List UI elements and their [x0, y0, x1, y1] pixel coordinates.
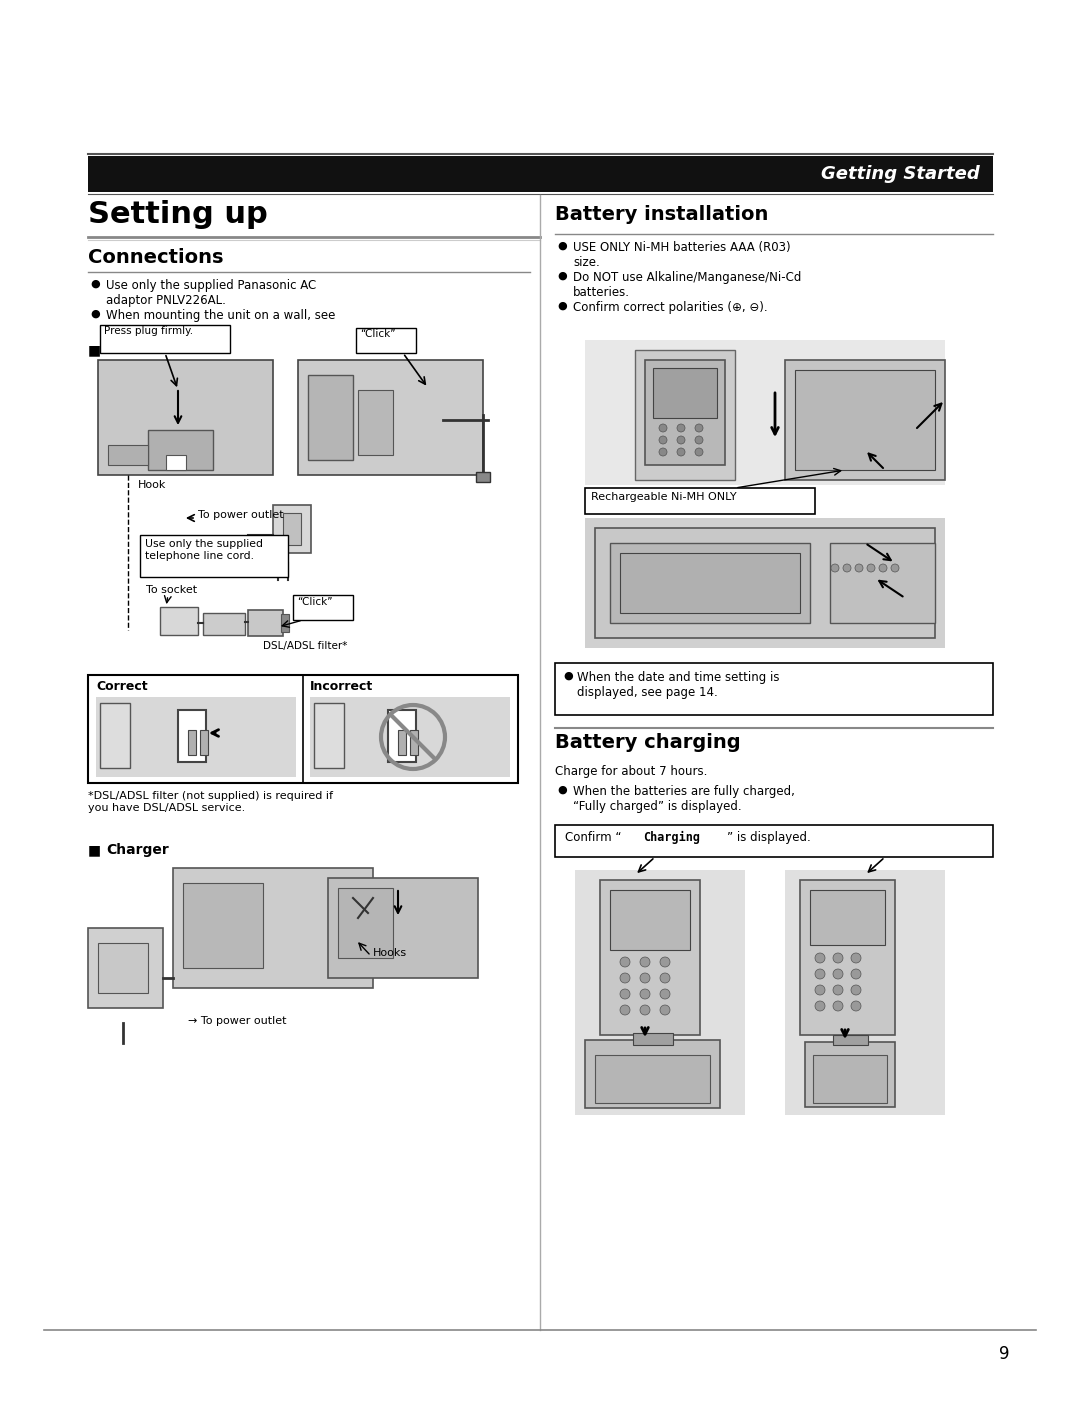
Bar — [800, 880, 895, 1035]
Circle shape — [640, 988, 650, 1000]
Text: ●: ● — [90, 279, 99, 289]
Circle shape — [843, 564, 851, 571]
Text: *DSL/ADSL filter (not supplied) is required if
you have DSL/ADSL service.: *DSL/ADSL filter (not supplied) is requi… — [87, 790, 333, 813]
Bar — [476, 472, 490, 482]
Bar — [810, 890, 885, 945]
Text: ●: ● — [557, 300, 567, 312]
Bar — [633, 1033, 673, 1045]
Circle shape — [620, 1005, 630, 1015]
Circle shape — [696, 424, 703, 432]
Circle shape — [831, 564, 839, 571]
Circle shape — [659, 437, 667, 444]
Bar — [410, 730, 418, 755]
Text: ●: ● — [557, 241, 567, 251]
Text: ” is displayed.: ” is displayed. — [727, 831, 811, 844]
Circle shape — [833, 953, 843, 963]
Circle shape — [815, 969, 825, 979]
Circle shape — [815, 953, 825, 963]
Bar — [98, 943, 148, 993]
Bar — [785, 870, 945, 1115]
Text: Base unit: Base unit — [106, 343, 179, 357]
Text: To socket: To socket — [146, 585, 198, 595]
Circle shape — [879, 564, 887, 571]
Circle shape — [891, 564, 899, 571]
Bar — [178, 710, 206, 762]
Text: Charging: Charging — [643, 831, 700, 844]
Text: DSL/ADSL filter*: DSL/ADSL filter* — [264, 642, 348, 651]
Circle shape — [620, 988, 630, 1000]
Bar — [310, 696, 510, 776]
Bar — [87, 156, 993, 192]
Bar — [298, 359, 483, 475]
Bar — [653, 368, 717, 418]
Bar — [357, 390, 393, 455]
Circle shape — [833, 986, 843, 995]
Bar — [833, 1035, 868, 1045]
Text: “Click”: “Click” — [297, 597, 333, 607]
Text: Rechargeable Ni-MH ONLY: Rechargeable Ni-MH ONLY — [591, 491, 737, 503]
Circle shape — [851, 969, 861, 979]
Bar — [399, 730, 406, 755]
Circle shape — [640, 958, 650, 967]
Bar — [96, 696, 296, 776]
Circle shape — [833, 969, 843, 979]
Text: To power outlet: To power outlet — [198, 510, 284, 519]
Circle shape — [620, 973, 630, 983]
Bar — [308, 375, 353, 461]
Circle shape — [640, 973, 650, 983]
Bar — [595, 1054, 710, 1104]
Circle shape — [815, 986, 825, 995]
Circle shape — [833, 1001, 843, 1011]
Circle shape — [851, 986, 861, 995]
Bar — [645, 359, 725, 465]
Bar — [610, 890, 690, 951]
Circle shape — [851, 1001, 861, 1011]
Bar — [795, 371, 935, 470]
Text: Hook: Hook — [138, 480, 166, 490]
Text: Setting up: Setting up — [87, 199, 268, 229]
Circle shape — [677, 424, 685, 432]
Text: USE ONLY Ni-MH batteries AAA (R03)
size.: USE ONLY Ni-MH batteries AAA (R03) size. — [573, 241, 791, 270]
Circle shape — [660, 973, 670, 983]
Bar — [555, 663, 993, 715]
Bar — [200, 730, 208, 755]
Bar — [585, 340, 945, 484]
Circle shape — [659, 448, 667, 456]
Text: Confirm correct polarities (⊕, ⊖).: Confirm correct polarities (⊕, ⊖). — [573, 300, 768, 314]
Bar — [635, 350, 735, 480]
Text: → To power outlet: → To power outlet — [188, 1016, 286, 1026]
Circle shape — [677, 448, 685, 456]
Bar — [166, 455, 186, 470]
Text: When mounting the unit on a wall, see
page 52.: When mounting the unit on a wall, see pa… — [106, 309, 336, 337]
Bar — [188, 730, 195, 755]
Bar — [314, 703, 345, 768]
Bar — [356, 329, 416, 352]
Bar — [248, 609, 283, 636]
Text: Connections: Connections — [87, 249, 224, 267]
Circle shape — [660, 1005, 670, 1015]
Bar — [160, 607, 198, 635]
Bar — [813, 1054, 887, 1104]
Text: Charge for about 7 hours.: Charge for about 7 hours. — [555, 765, 707, 778]
Circle shape — [660, 988, 670, 1000]
Bar — [148, 430, 213, 470]
Text: Charger: Charger — [106, 842, 168, 856]
Text: ●: ● — [90, 309, 99, 319]
Text: “Click”: “Click” — [360, 329, 395, 338]
Text: ■: ■ — [87, 842, 102, 856]
Text: When the batteries are fully charged,
“Fully charged” is displayed.: When the batteries are fully charged, “F… — [573, 785, 795, 813]
Circle shape — [867, 564, 875, 571]
Text: Confirm “: Confirm “ — [565, 831, 621, 844]
Bar — [87, 928, 163, 1008]
Bar — [338, 887, 393, 958]
Circle shape — [815, 1001, 825, 1011]
Bar — [273, 505, 311, 553]
Text: 9: 9 — [999, 1345, 1010, 1363]
Circle shape — [620, 958, 630, 967]
Circle shape — [659, 424, 667, 432]
Text: Press plug firmly.: Press plug firmly. — [104, 326, 193, 336]
Bar — [87, 675, 518, 783]
Text: Getting Started: Getting Started — [821, 166, 980, 183]
Circle shape — [660, 958, 670, 967]
Bar — [183, 883, 264, 967]
